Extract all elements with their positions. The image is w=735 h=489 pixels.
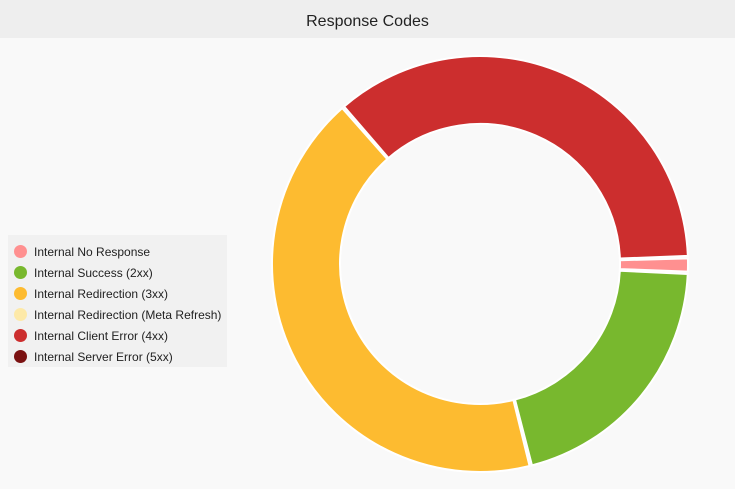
legend-label: Internal Redirection (Meta Refresh) xyxy=(34,307,222,322)
legend-swatch xyxy=(14,266,27,279)
legend-swatch xyxy=(14,308,27,321)
legend-item[interactable]: Internal Redirection (3xx) xyxy=(14,283,221,304)
chart-title: Response Codes xyxy=(306,12,429,30)
legend-label: Internal Redirection (3xx) xyxy=(34,286,169,301)
donut-slice[interactable] xyxy=(513,269,689,467)
donut-slice[interactable] xyxy=(618,257,689,273)
donut-chart xyxy=(271,55,689,473)
chart-header: Response Codes xyxy=(0,0,735,38)
chart-area: Internal No Response Internal Success (2x… xyxy=(0,38,735,489)
legend-swatch xyxy=(14,350,27,363)
legend-label: Internal Server Error (5xx) xyxy=(34,349,173,364)
legend-item[interactable]: Internal Success (2xx) xyxy=(14,262,221,283)
legend-swatch xyxy=(14,329,27,342)
legend-label: Internal No Response xyxy=(34,244,151,259)
legend-item[interactable]: Internal No Response xyxy=(14,241,221,262)
donut-slice[interactable] xyxy=(342,55,689,260)
donut-slice[interactable] xyxy=(271,106,531,473)
legend-item[interactable]: Internal Client Error (4xx) xyxy=(14,325,221,346)
legend-swatch xyxy=(14,245,27,258)
legend-swatch xyxy=(14,287,27,300)
legend-label: Internal Success (2xx) xyxy=(34,265,153,280)
legend-item[interactable]: Internal Redirection (Meta Refresh) xyxy=(14,304,221,325)
legend-item[interactable]: Internal Server Error (5xx) xyxy=(14,346,221,367)
legend-label: Internal Client Error (4xx) xyxy=(34,328,169,343)
chart-legend: Internal No Response Internal Success (2x… xyxy=(8,235,227,367)
